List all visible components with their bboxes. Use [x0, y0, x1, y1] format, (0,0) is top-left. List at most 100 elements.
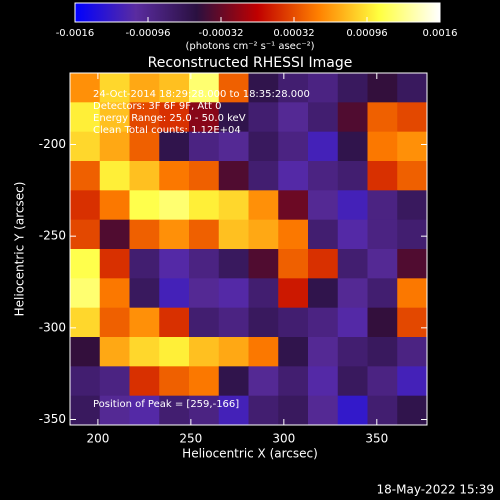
- heatmap-cell: [189, 102, 220, 133]
- heatmap-cell: [248, 131, 279, 162]
- heatmap-cell: [308, 190, 339, 221]
- heatmap-cell: [159, 278, 190, 309]
- heatmap-cell: [397, 161, 428, 191]
- heatmap-cell: [308, 102, 339, 133]
- heatmap-cell: [159, 395, 190, 426]
- heatmap-cell: [367, 307, 398, 338]
- heatmap-cell: [159, 73, 190, 103]
- heatmap-cell: [218, 278, 249, 309]
- heatmap-cell: [70, 161, 101, 191]
- heatmap-cell: [397, 190, 428, 221]
- heatmap-cell: [337, 337, 368, 367]
- heatmap-cell: [397, 366, 428, 397]
- heatmap-cell: [337, 73, 368, 103]
- heatmap-cell: [337, 161, 368, 191]
- heatmap-cell: [248, 219, 279, 250]
- heatmap-cell: [248, 366, 279, 397]
- heatmap-cell: [308, 307, 339, 338]
- y-axis-label: Heliocentric Y (arcsec): [13, 182, 27, 317]
- heatmap-cell: [218, 337, 249, 367]
- heatmap-cell: [159, 190, 190, 221]
- heatmap-cell: [189, 249, 220, 279]
- heatmap-cell: [218, 395, 249, 426]
- heatmap-cell: [278, 219, 309, 250]
- heatmap-cell: [278, 161, 309, 191]
- heatmap-cell: [99, 131, 130, 162]
- heatmap-cell: [159, 102, 190, 133]
- heatmap-cell: [278, 249, 309, 279]
- heatmap-cell: [218, 219, 249, 250]
- colorbar-tick-label: 0.0016: [423, 28, 458, 39]
- heatmap-cell: [159, 249, 190, 279]
- heatmap-cell: [367, 395, 398, 426]
- heatmap-cell: [159, 219, 190, 250]
- heatmap-cell: [278, 278, 309, 309]
- heatmap-cell: [129, 307, 160, 338]
- heatmap-cell: [278, 102, 309, 133]
- heatmap-cell: [248, 161, 279, 191]
- heatmap-cell: [99, 190, 130, 221]
- heatmap-cell: [189, 337, 220, 367]
- heatmap-cell: [248, 102, 279, 133]
- heatmap-cell: [218, 190, 249, 221]
- heatmap-cell: [189, 73, 220, 103]
- heatmap-cell: [70, 278, 101, 309]
- heatmap-cell: [129, 190, 160, 221]
- x-tick-label: 200: [86, 432, 109, 446]
- heatmap-cell: [159, 161, 190, 191]
- heatmap-cell: [367, 102, 398, 133]
- heatmap-cell: [129, 395, 160, 426]
- heatmap-cell: [337, 190, 368, 221]
- heatmap-cell: [159, 307, 190, 338]
- x-tick-label: 250: [179, 432, 202, 446]
- heatmap-cell: [99, 395, 130, 426]
- colorbar: [74, 2, 441, 23]
- heatmap-cell: [129, 161, 160, 191]
- heatmap-cell: [70, 307, 101, 338]
- heatmap-cell: [397, 337, 428, 367]
- heatmap-cell: [99, 366, 130, 397]
- heatmap-cell: [70, 219, 101, 250]
- colorbar-tick-label: 0.00032: [273, 28, 314, 39]
- heatmap-cell: [397, 249, 428, 279]
- annotation: Detectors: 3F 6F 9F, Att 0: [93, 101, 221, 112]
- heatmap-cell: [189, 190, 220, 221]
- heatmap-cell: [99, 278, 130, 309]
- heatmap-cell: [99, 219, 130, 250]
- heatmap-cell: [308, 366, 339, 397]
- heatmap-cell: [129, 102, 160, 133]
- heatmap-cell: [278, 307, 309, 338]
- x-tick-label: 300: [272, 432, 295, 446]
- heatmap-cell: [129, 131, 160, 162]
- heatmap-cell: [337, 219, 368, 250]
- heatmap-cell: [367, 131, 398, 162]
- heatmap-cell: [70, 190, 101, 221]
- heatmap-cell: [367, 73, 398, 103]
- heatmap-cell: [129, 366, 160, 397]
- heatmap-cell: [218, 131, 249, 162]
- heatmap-cell: [278, 395, 309, 426]
- heatmap-cell: [159, 366, 190, 397]
- heatmap-cell: [308, 161, 339, 191]
- heatmap-cell: [367, 219, 398, 250]
- heatmap-cell: [397, 102, 428, 133]
- heatmap-cell: [308, 337, 339, 367]
- heatmap-cell: [218, 366, 249, 397]
- heatmap-cell: [189, 131, 220, 162]
- heatmap-cell: [70, 73, 101, 103]
- annotation: Energy Range: 25.0 - 50.0 keV: [93, 113, 246, 124]
- heatmap-cell: [99, 249, 130, 279]
- heatmap-cell: [397, 131, 428, 162]
- heatmap-cell: [129, 249, 160, 279]
- heatmap-cell: [337, 278, 368, 309]
- heatmap-cell: [308, 131, 339, 162]
- heatmap-cell: [189, 219, 220, 250]
- annotation: 24-Oct-2014 18:29:28.000 to 18:35:28.000: [93, 89, 310, 100]
- y-tick-label: -300: [39, 320, 66, 334]
- heatmap-cell: [218, 73, 249, 103]
- heatmap-cell: [397, 73, 428, 103]
- heatmap-cell: [397, 219, 428, 250]
- heatmap-cell: [397, 307, 428, 338]
